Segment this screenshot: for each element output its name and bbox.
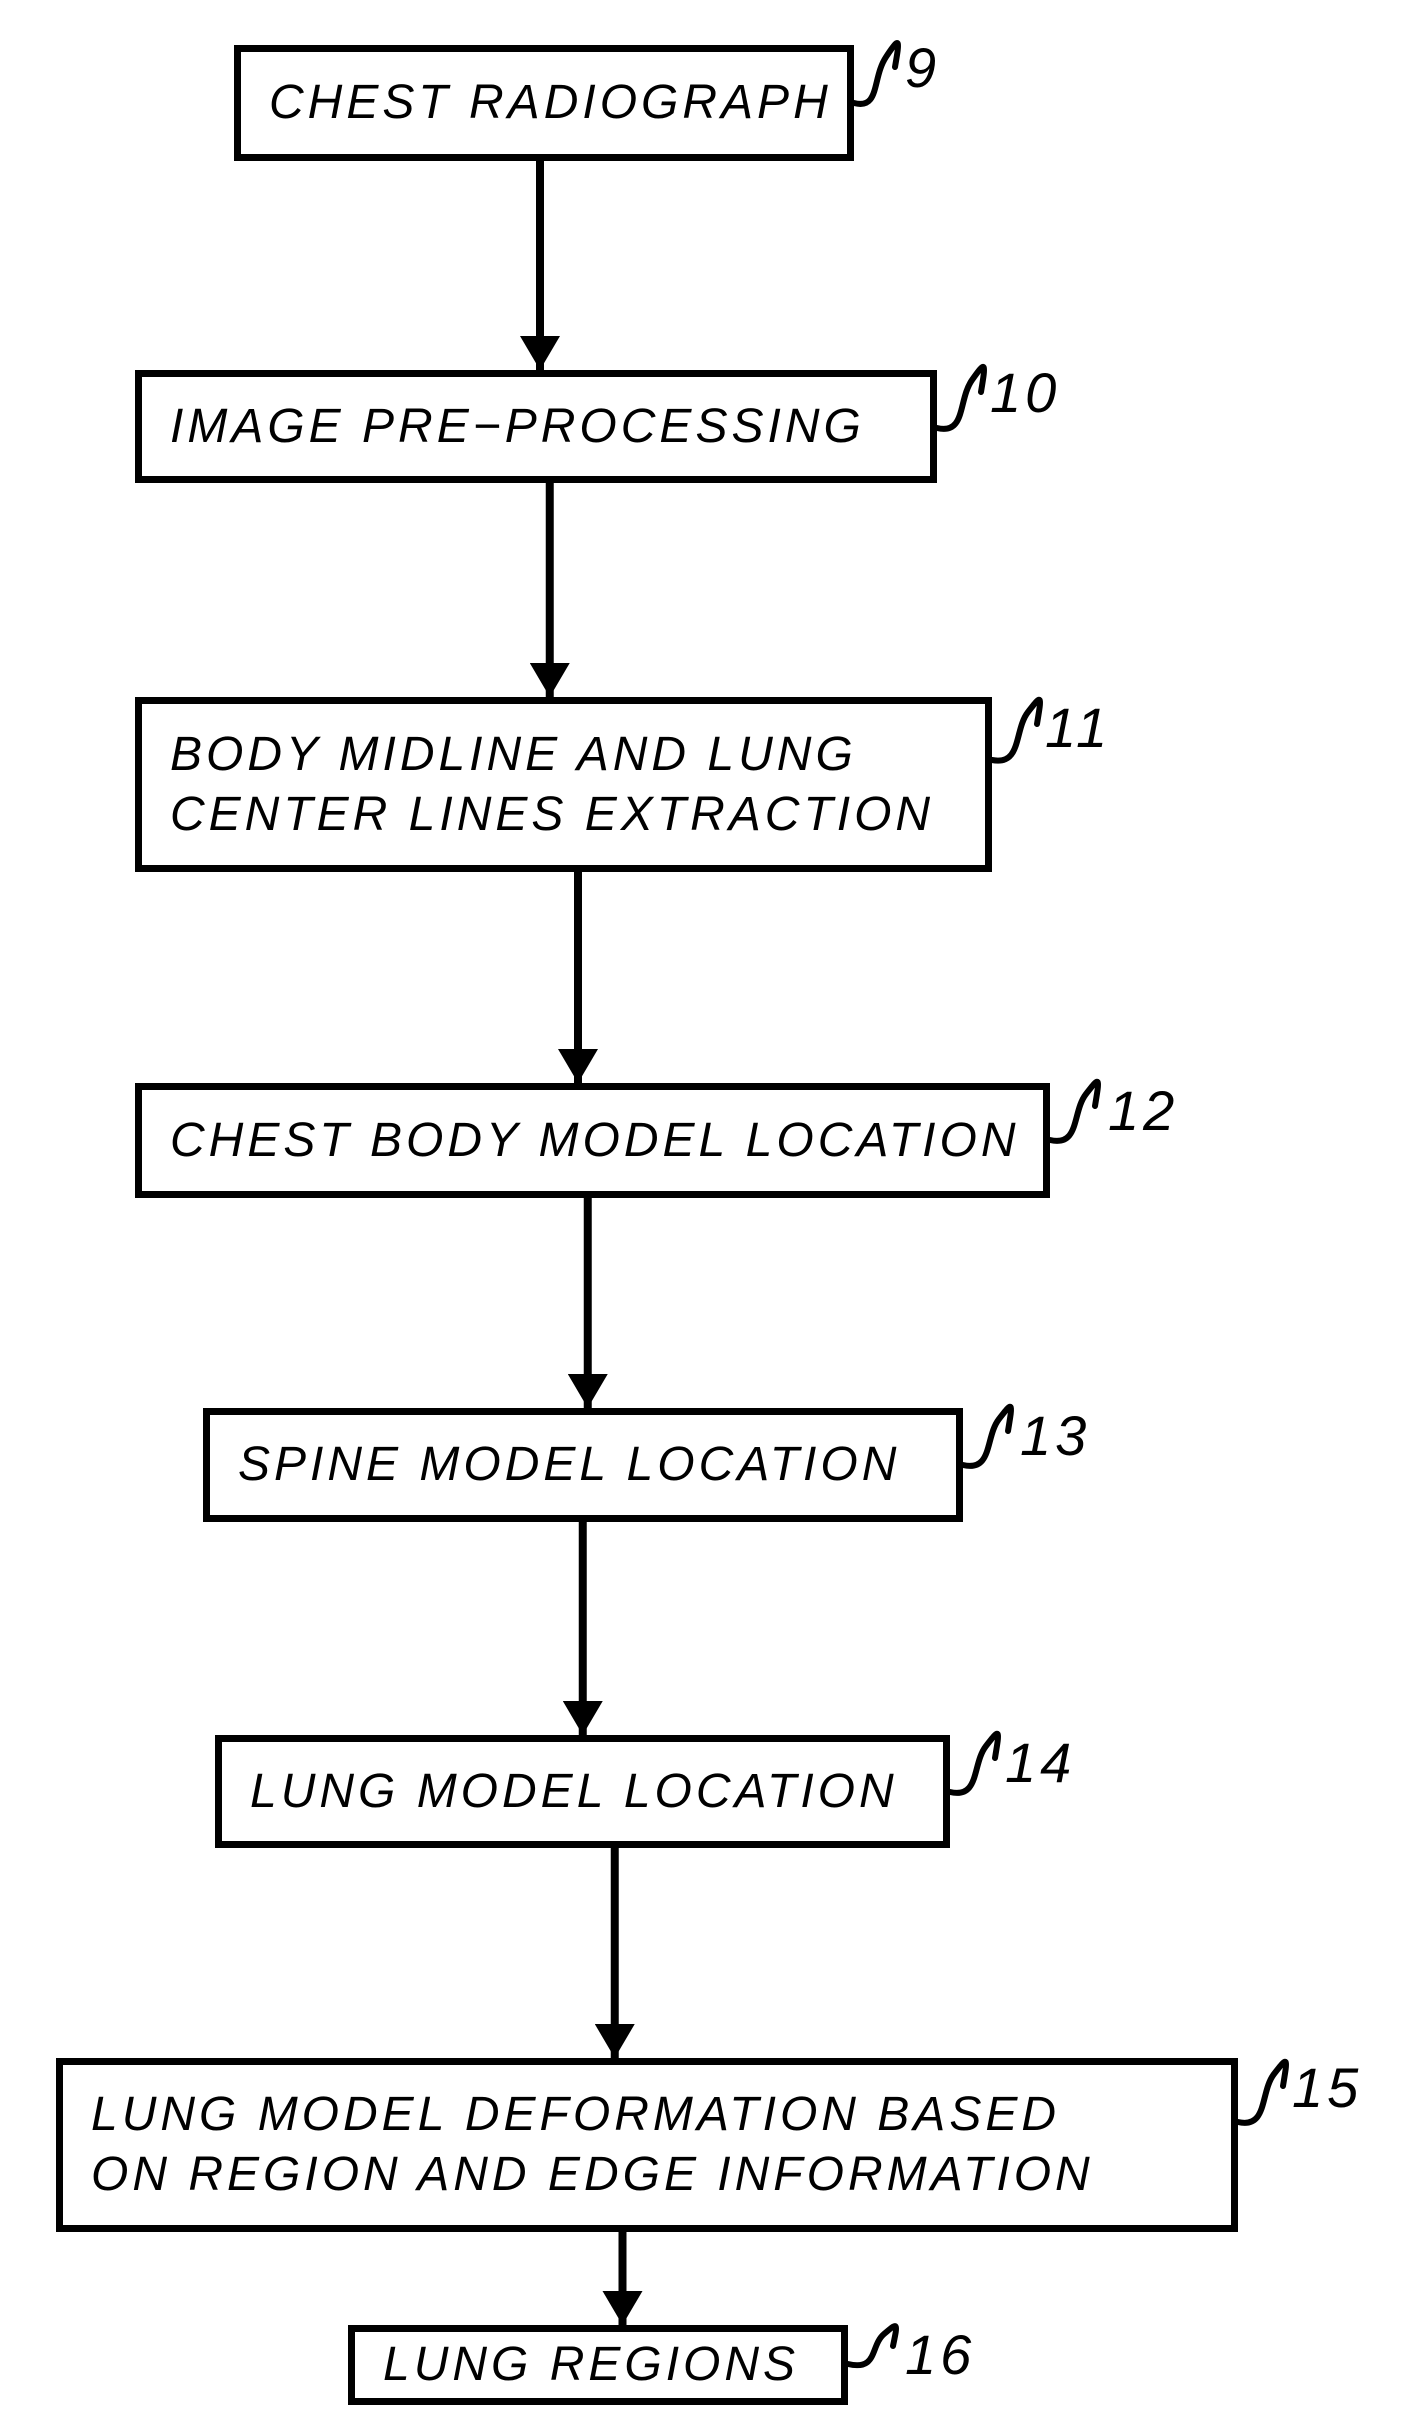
callout-curl xyxy=(1238,2062,1286,2123)
callout-curl xyxy=(992,700,1040,761)
callout-number: 12 xyxy=(1108,1078,1178,1143)
callout-curl xyxy=(848,2326,896,2365)
callout-number: 11 xyxy=(1045,695,1111,760)
connector-layer xyxy=(0,0,1408,2415)
callout-number: 15 xyxy=(1292,2055,1362,2120)
callout-curl xyxy=(1050,1082,1098,1141)
callout-number: 10 xyxy=(990,360,1060,425)
callout-number: 14 xyxy=(1005,1730,1075,1795)
flowchart-canvas: CHEST RADIOGRAPH 9 IMAGE PRE−PROCESSING 10 B… xyxy=(0,0,1408,2415)
callout-number: 13 xyxy=(1020,1403,1090,1468)
callout-curl xyxy=(854,43,898,104)
flowchart-node: BODY MIDLINE AND LUNG CENTER LINES EXTRA… xyxy=(135,697,992,872)
callout-number: 16 xyxy=(905,2322,975,2387)
flowchart-node: CHEST RADIOGRAPH xyxy=(234,45,854,161)
flowchart-node: LUNG MODEL LOCATION xyxy=(215,1735,950,1848)
callout-curl xyxy=(937,367,984,429)
flowchart-node: LUNG REGIONS xyxy=(348,2325,848,2405)
flowchart-node: IMAGE PRE−PROCESSING xyxy=(135,370,937,483)
flowchart-node: CHEST BODY MODEL LOCATION xyxy=(135,1083,1050,1198)
callout-curl xyxy=(950,1734,998,1793)
flowchart-node: LUNG MODEL DEFORMATION BASED ON REGION A… xyxy=(56,2058,1238,2232)
callout-number: 9 xyxy=(905,35,940,100)
flowchart-node: SPINE MODEL LOCATION xyxy=(203,1408,963,1522)
callout-curl xyxy=(963,1407,1011,1466)
